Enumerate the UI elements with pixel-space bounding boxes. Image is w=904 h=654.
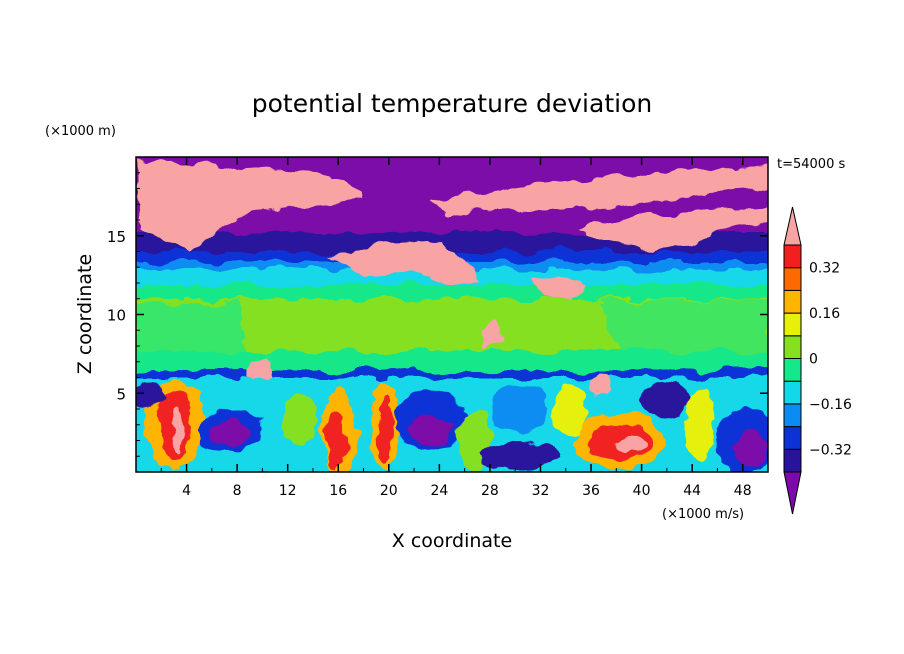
colorbar-tick-label: −0.16 <box>809 397 852 413</box>
x-tick-label: 36 <box>582 483 600 499</box>
contour-field <box>136 157 768 472</box>
colorbar-swatch <box>783 244 802 269</box>
colorbar-swatch <box>783 403 802 428</box>
colorbar-tick-label: 0 <box>809 352 818 368</box>
y-axis: 5 10 15 <box>107 172 768 457</box>
x-tick-label: 48 <box>734 483 752 499</box>
chart-title: potential temperature deviation <box>252 89 652 118</box>
colorbar-bottom-extension <box>783 471 802 515</box>
x-tick-label: 28 <box>481 483 499 499</box>
colorbar-tick-label: −0.32 <box>809 442 852 458</box>
x-tick-label: 20 <box>380 483 398 499</box>
x-tick-label: 44 <box>683 483 701 499</box>
colorbar-swatch <box>783 289 802 314</box>
y-axis-label: Z coordinate <box>74 254 96 374</box>
colorbar-tick-label: 0.32 <box>809 261 840 277</box>
y-tick-label: 5 <box>116 385 126 403</box>
x-axis-label: X coordinate <box>392 530 512 552</box>
x-tick-label: 12 <box>279 483 297 499</box>
y-tick-label: 15 <box>107 228 126 246</box>
colorbar-swatch <box>783 426 802 450</box>
colorbar-swatch <box>783 312 802 337</box>
y-tick-label: 10 <box>107 307 126 325</box>
colorbar-swatch <box>783 380 802 405</box>
x-tick-label: 4 <box>182 483 191 499</box>
colorbar-swatch <box>783 358 802 382</box>
x-tick-label: 40 <box>633 483 651 499</box>
x-tick-label: 32 <box>532 483 550 499</box>
colorbar-swatch <box>783 335 802 359</box>
x-tick-label: 16 <box>329 483 347 499</box>
x-tick-label: 24 <box>430 483 448 499</box>
x-unit-label: (×1000 m/s) <box>662 507 744 522</box>
colorbar-tick-label: 0.16 <box>809 306 840 322</box>
time-annotation: t=54000 s <box>777 157 845 172</box>
colorbar-top-extension <box>783 206 802 246</box>
colorbar-swatch <box>783 448 802 473</box>
colorbar: 0.32 0.16 0 −0.16 −0.32 <box>783 206 852 515</box>
y-unit-label: (×1000 m) <box>45 124 116 139</box>
x-axis: 4 8 12 16 20 24 28 32 36 40 44 48 <box>160 157 752 499</box>
colorbar-swatch <box>783 267 802 291</box>
x-tick-label: 8 <box>233 483 242 499</box>
